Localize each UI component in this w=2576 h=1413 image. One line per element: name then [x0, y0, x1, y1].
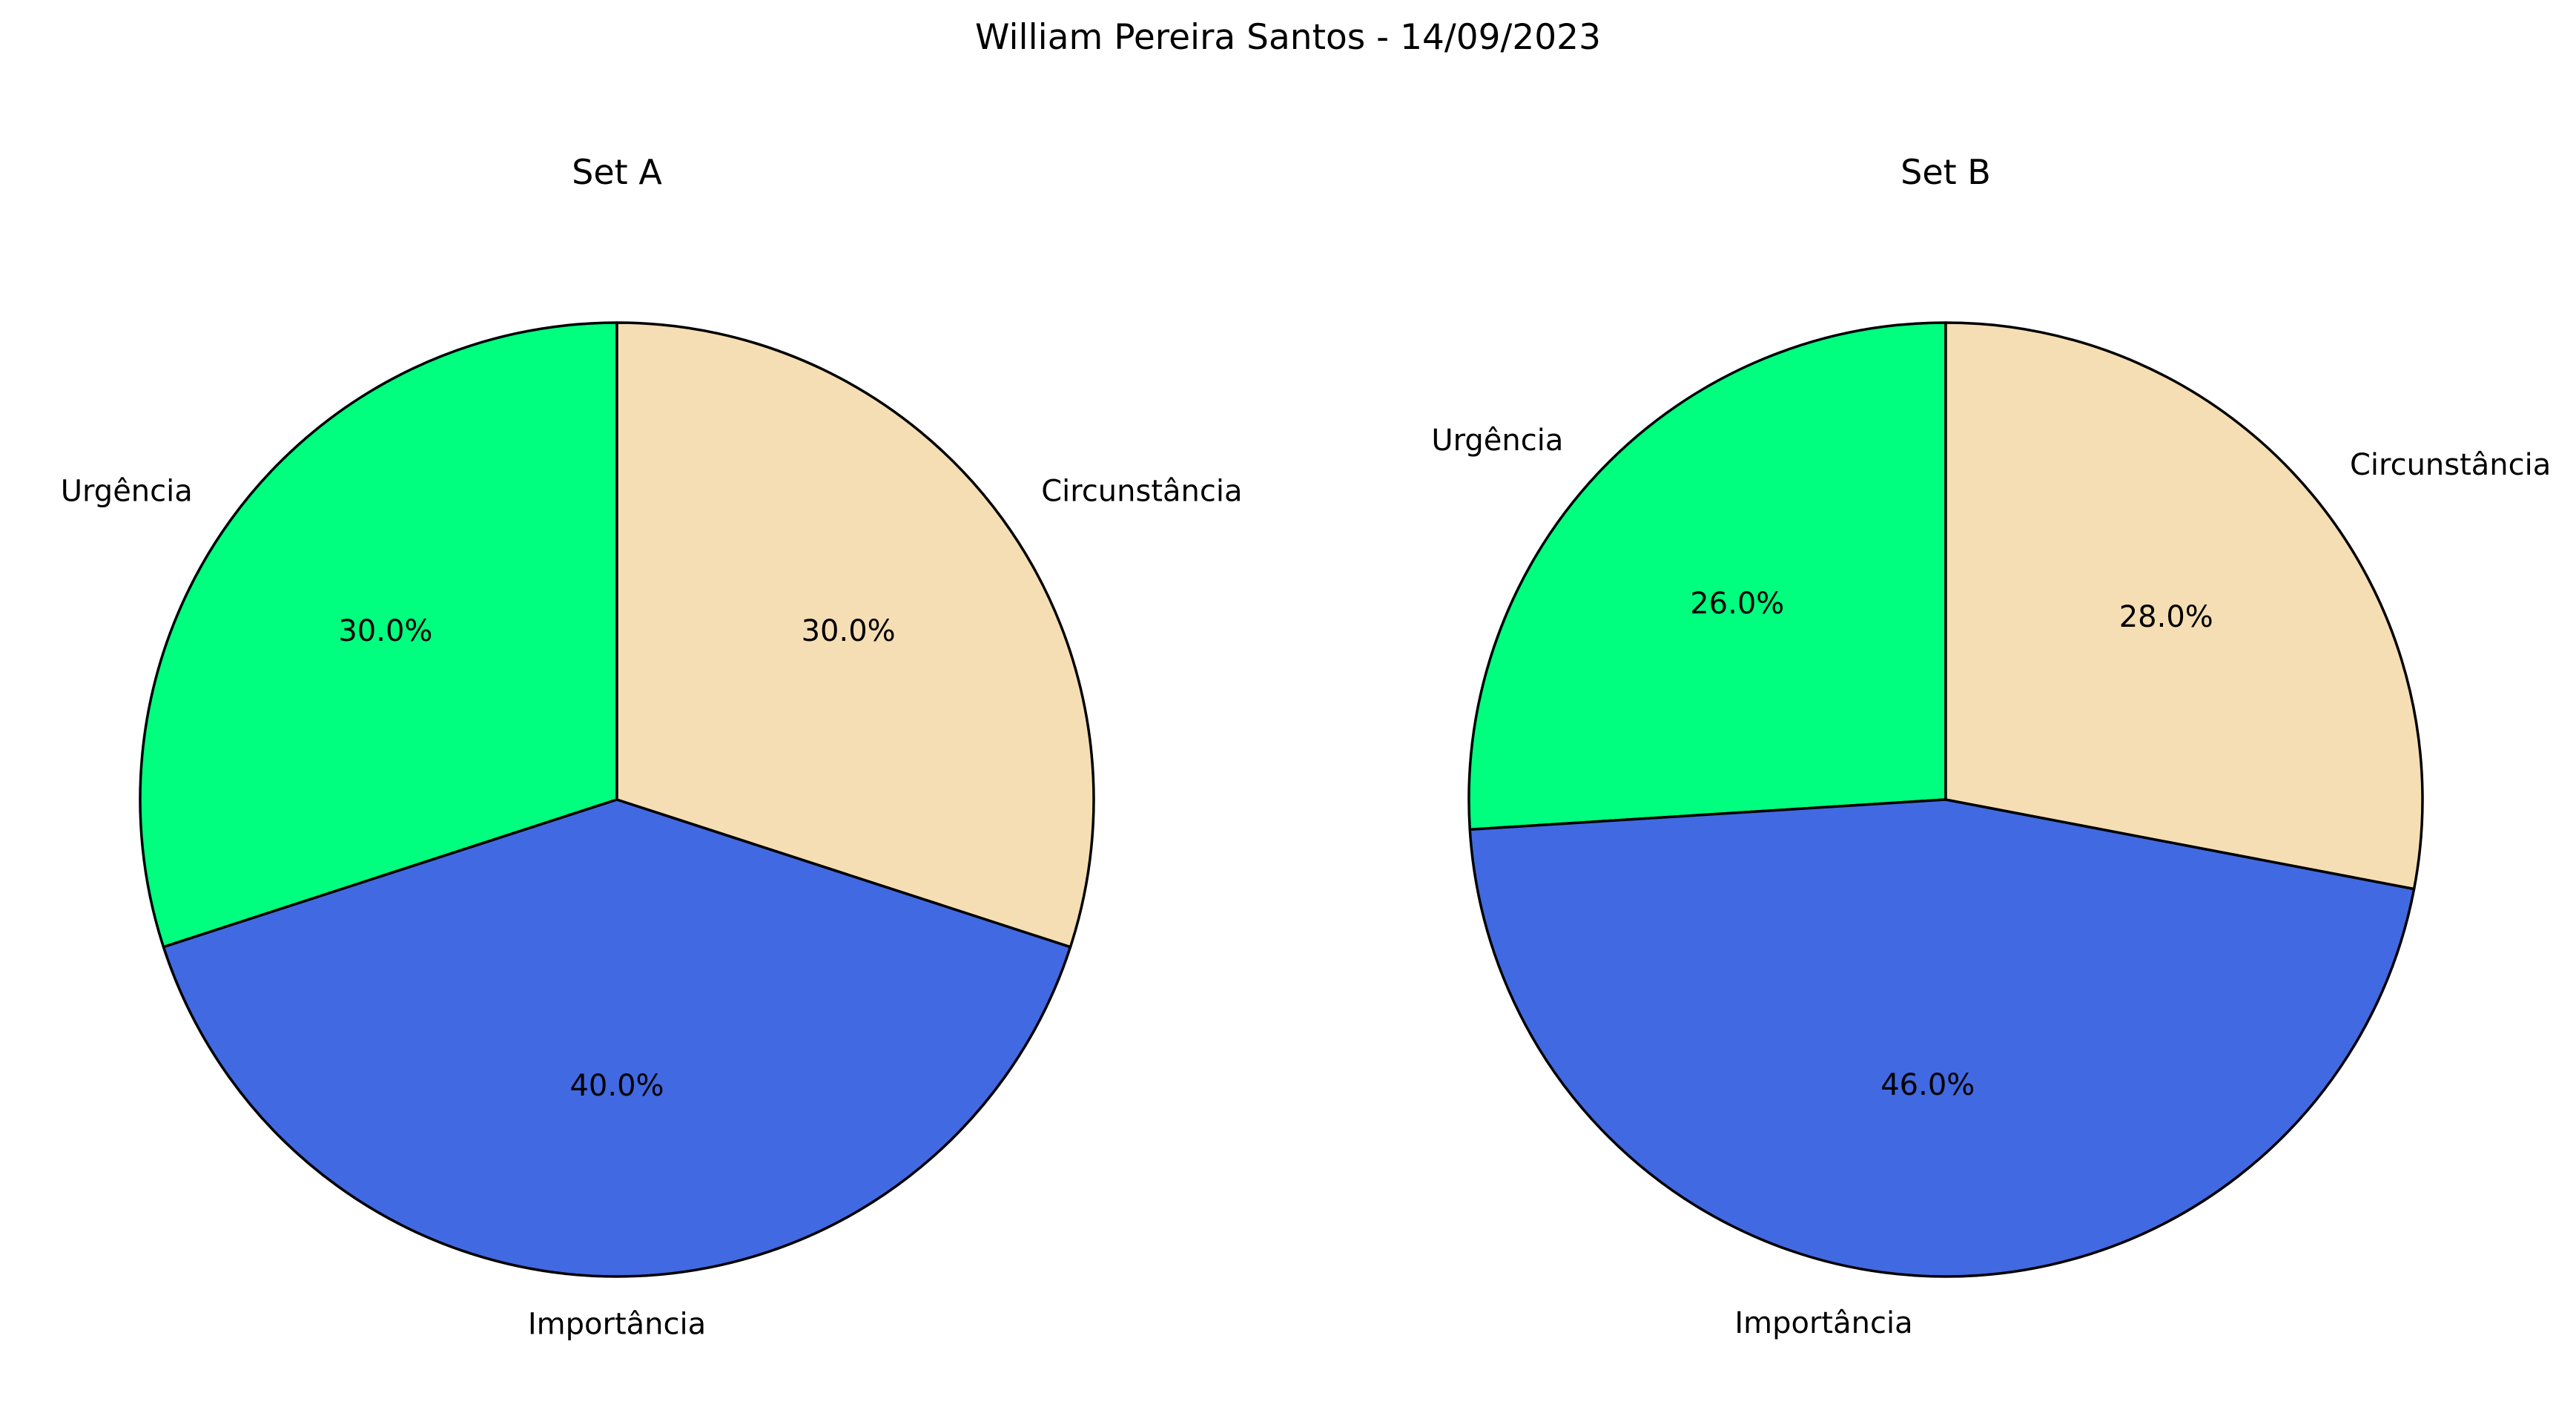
pie-title-set-a: Set A: [572, 152, 662, 192]
pie-title-set-b: Set B: [1900, 152, 1991, 192]
pie-percent-urgencia: 30.0%: [338, 614, 432, 648]
pie-slice-circunstancia: [1944, 321, 2424, 891]
figure-title: William Pereira Santos - 14/09/2023: [975, 17, 1601, 58]
pie-label-circunstancia: Circunstância: [1041, 474, 1242, 508]
pie-percent-importancia: 40.0%: [569, 1069, 664, 1103]
pie-label-urgencia: Urgência: [1431, 424, 1563, 458]
pie-label-importancia: Importância: [528, 1307, 706, 1341]
pie-slice-importancia: [162, 798, 1072, 1278]
pie-percent-urgencia: 26.0%: [1690, 587, 1784, 621]
pie-label-importancia: Importância: [1734, 1306, 1912, 1340]
pie-percent-circunstancia: 28.0%: [2119, 600, 2213, 634]
pie-percent-circunstancia: 30.0%: [802, 614, 896, 648]
pie-label-circunstancia: Circunstância: [2350, 448, 2551, 482]
pie-slice-urgencia: [1467, 321, 1947, 831]
pie-chart-set-b: Set B 26.0% Urgência 46.0% Importância 28.0%…: [1431, 152, 2551, 1340]
pie-chart-set-a: Set A 30.0% Urgência 40.0% Importância 30.0%…: [61, 152, 1243, 1341]
pie-percent-importancia: 46.0%: [1880, 1068, 1975, 1102]
pie-slice-urgencia: [139, 321, 618, 949]
pie-label-urgencia: Urgência: [61, 474, 193, 508]
pie-slice-importancia: [1468, 798, 2416, 1278]
pie-slice-circunstancia: [615, 321, 1095, 949]
